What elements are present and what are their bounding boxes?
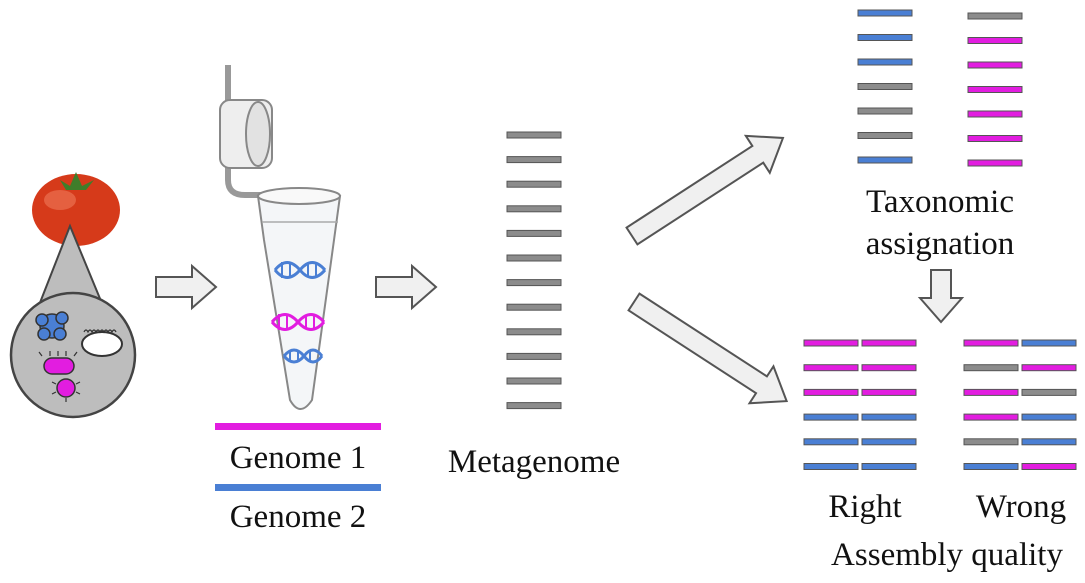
wrong-contig-read [1022, 389, 1076, 395]
metagenome-read [507, 157, 561, 163]
assembly-quality-label: Assembly quality [831, 537, 1063, 573]
taxonomic-read-left [858, 59, 912, 65]
right-contig-read [862, 414, 916, 420]
assembly-right-contigs [804, 340, 916, 470]
right-contig-read [804, 365, 858, 371]
wrong-contig-read [1022, 340, 1076, 346]
metagenome-read [507, 304, 561, 310]
right-contig-read [804, 340, 858, 346]
taxonomic-label-line1: Taxonomic [866, 184, 1014, 220]
arrow-tube-to-metagenome [376, 266, 436, 308]
taxonomic-read-left [858, 35, 912, 41]
right-contig-read [804, 439, 858, 445]
taxonomic-read-right [968, 160, 1022, 166]
genome1-legend-line [215, 423, 381, 430]
wrong-contig-read [1022, 414, 1076, 420]
wrong-label: Wrong [976, 489, 1066, 525]
wrong-contig-read [1022, 365, 1076, 371]
metagenome-read [507, 353, 561, 359]
genome2-label: Genome 2 [230, 499, 367, 535]
arrow-to-taxonomic [620, 120, 795, 255]
taxonomic-read-left [858, 108, 912, 114]
right-contig-read [862, 439, 916, 445]
metagenome-read [507, 181, 561, 187]
tomato-icon [32, 172, 120, 246]
wrong-contig-read [964, 464, 1018, 470]
right-contig-read [804, 389, 858, 395]
arrow-taxonomic-to-assembly [920, 270, 962, 322]
wrong-contig-read [964, 365, 1018, 371]
assembly-wrong-contigs [964, 340, 1076, 470]
taxonomic-read-right [968, 38, 1022, 44]
metagenome-read [507, 132, 561, 138]
genome2-legend-line [215, 484, 381, 491]
right-contig-read [804, 464, 858, 470]
arrow-sample-to-tube [156, 266, 216, 308]
right-contig-read [862, 340, 916, 346]
metagenome-read [507, 403, 561, 409]
metagenome-read [507, 206, 561, 212]
taxonomic-read-left [858, 133, 912, 139]
metagenome-read [507, 255, 561, 261]
microcentrifuge-tube-icon [220, 65, 340, 409]
wrong-contig-read [1022, 464, 1076, 470]
right-label: Right [828, 489, 901, 525]
wrong-contig-read [964, 340, 1018, 346]
right-contig-read [804, 414, 858, 420]
right-contig-read [862, 464, 916, 470]
metagenome-read [507, 378, 561, 384]
metagenome-read [507, 329, 561, 335]
metagenome-read [507, 230, 561, 236]
taxonomic-read-left [858, 84, 912, 90]
wrong-contig-read [964, 439, 1018, 445]
right-contig-read [862, 389, 916, 395]
metagenome-reads [507, 132, 561, 409]
right-contig-read [862, 365, 916, 371]
taxonomic-read-left [858, 157, 912, 163]
taxonomic-reads [858, 10, 1022, 166]
microbe-blue-icon [36, 312, 68, 340]
tomato-sample-group [11, 172, 135, 417]
taxonomic-read-right [968, 87, 1022, 93]
magnifier-circle-icon [11, 293, 135, 417]
taxonomic-read-right [968, 111, 1022, 117]
arrow-to-assembly [622, 284, 799, 420]
metagenome-label: Metagenome [448, 444, 620, 480]
wrong-contig-read [964, 389, 1018, 395]
taxonomic-read-right [968, 13, 1022, 19]
taxonomic-label-line2: assignation [866, 226, 1014, 262]
taxonomic-read-left [858, 10, 912, 16]
taxonomic-read-right [968, 136, 1022, 142]
genome1-label: Genome 1 [230, 440, 367, 476]
wrong-contig-read [1022, 439, 1076, 445]
taxonomic-read-right [968, 62, 1022, 68]
metagenome-read [507, 280, 561, 286]
wrong-contig-read [964, 414, 1018, 420]
